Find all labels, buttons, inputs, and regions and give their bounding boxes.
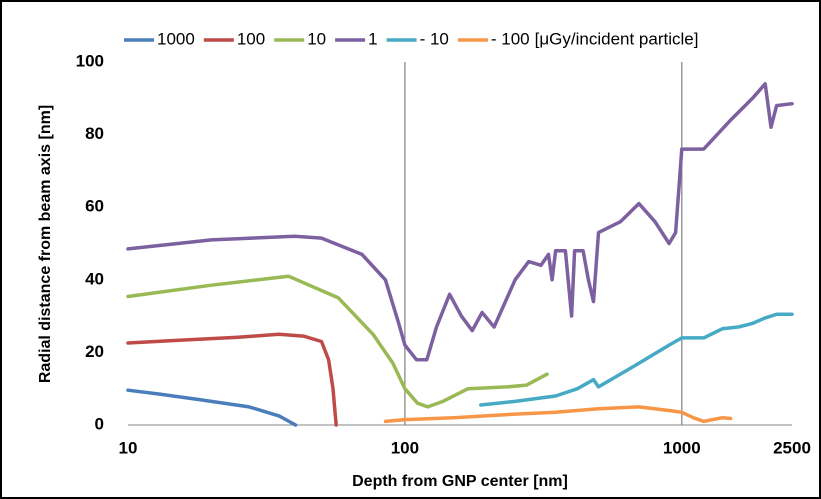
x-axis-title: Depth from GNP center [nm]: [352, 473, 568, 490]
series-line: [126, 274, 549, 409]
legend-unit: [μGy/incident particle]: [535, 29, 699, 48]
legend-label: 10: [307, 29, 326, 48]
series-line: [126, 388, 298, 427]
y-tick-label: 100: [76, 51, 104, 70]
y-axis-title: Radial distance from beam axis [nm]: [37, 105, 54, 383]
legend-label: - 100: [491, 29, 530, 48]
y-tick-label: 40: [85, 269, 104, 288]
x-tick-label: 1000: [663, 438, 701, 457]
legend-label: 1000: [157, 29, 195, 48]
x-tick-label: 10: [119, 438, 138, 457]
y-tick-label: 0: [95, 414, 104, 433]
y-tick-label: 80: [85, 124, 104, 143]
series-line: [126, 332, 338, 427]
y-tick-label: 20: [85, 342, 104, 361]
series-line: [383, 405, 733, 424]
series-line: [126, 82, 794, 362]
legend-label: 100: [237, 29, 265, 48]
y-tick-label: 60: [85, 197, 104, 216]
x-tick-label: 100: [391, 438, 419, 457]
series-line: [479, 312, 794, 407]
x-tick-label: 2500: [773, 438, 811, 457]
legend-label: 1: [368, 29, 377, 48]
legend-label: - 10: [420, 29, 449, 48]
